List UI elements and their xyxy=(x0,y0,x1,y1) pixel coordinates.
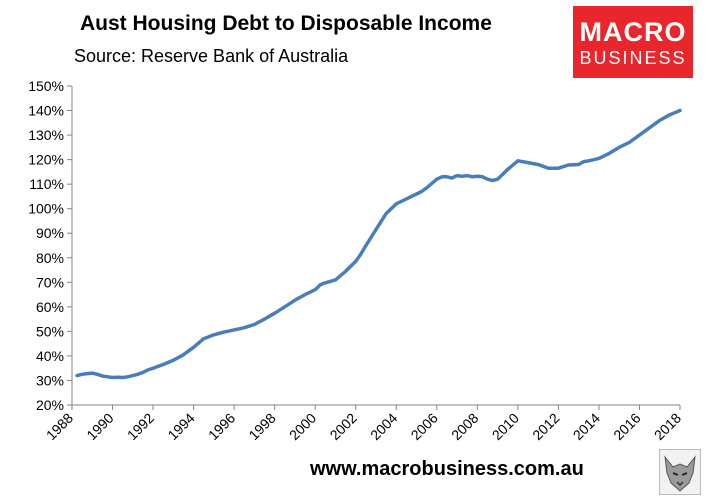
x-tick-label: 2002 xyxy=(327,410,360,443)
x-axis: 1988 1990 1992 1994 1996 1998 2000 2002 2004 2006… xyxy=(43,404,684,443)
x-tick-label: 1996 xyxy=(205,410,238,443)
x-tick-label: 2010 xyxy=(489,410,522,443)
x-tick-label: 2014 xyxy=(570,410,603,443)
y-tick-label: 40% xyxy=(36,348,64,364)
x-tick-label: 1990 xyxy=(83,410,116,443)
x-tick-label: 2004 xyxy=(367,410,400,443)
logo-line-2: BUSINESS xyxy=(579,48,687,68)
y-tick-label: 130% xyxy=(28,127,64,143)
y-tick-label: 20% xyxy=(36,397,64,413)
y-tick-label: 120% xyxy=(28,152,64,168)
y-tick-label: 90% xyxy=(36,225,64,241)
x-tick-label: 2000 xyxy=(286,410,319,443)
x-tick-label: 2006 xyxy=(408,410,441,443)
y-tick-label: 60% xyxy=(36,299,64,315)
wolf-icon xyxy=(659,449,701,495)
macrobusiness-logo: MACRO BUSINESS xyxy=(573,6,693,78)
x-tick-label: 1988 xyxy=(43,410,76,443)
y-tick-label: 100% xyxy=(28,201,64,217)
series-layer xyxy=(75,108,682,380)
x-tick-label: 1992 xyxy=(124,410,157,443)
y-axis: 20% 30% 40% 50% 60% 70% 80% 90% 100% 110% 120% 130%… xyxy=(28,78,73,413)
x-tick-label: 2012 xyxy=(529,410,562,443)
chart-subtitle: Source: Reserve Bank of Australia xyxy=(74,46,349,66)
y-tick-label: 150% xyxy=(28,78,64,94)
series-line-0 xyxy=(75,108,682,380)
y-tick-label: 70% xyxy=(36,274,64,290)
y-tick-label: 80% xyxy=(36,250,64,266)
x-tick-label: 2016 xyxy=(610,410,643,443)
y-tick-label: 30% xyxy=(36,372,64,388)
y-tick-label: 50% xyxy=(36,323,64,339)
chart-title: Aust Housing Debt to Disposable Income xyxy=(80,12,492,35)
x-tick-label: 1994 xyxy=(164,410,197,443)
x-tick-label: 2008 xyxy=(448,410,481,443)
logo-line-1: MACRO xyxy=(579,17,687,47)
y-tick-label: 110% xyxy=(29,176,64,192)
x-tick-label: 1998 xyxy=(245,410,278,443)
y-tick-label: 140% xyxy=(28,103,64,119)
footer-url: www.macrobusiness.com.au xyxy=(310,458,584,480)
x-tick-label: 2018 xyxy=(651,410,684,443)
